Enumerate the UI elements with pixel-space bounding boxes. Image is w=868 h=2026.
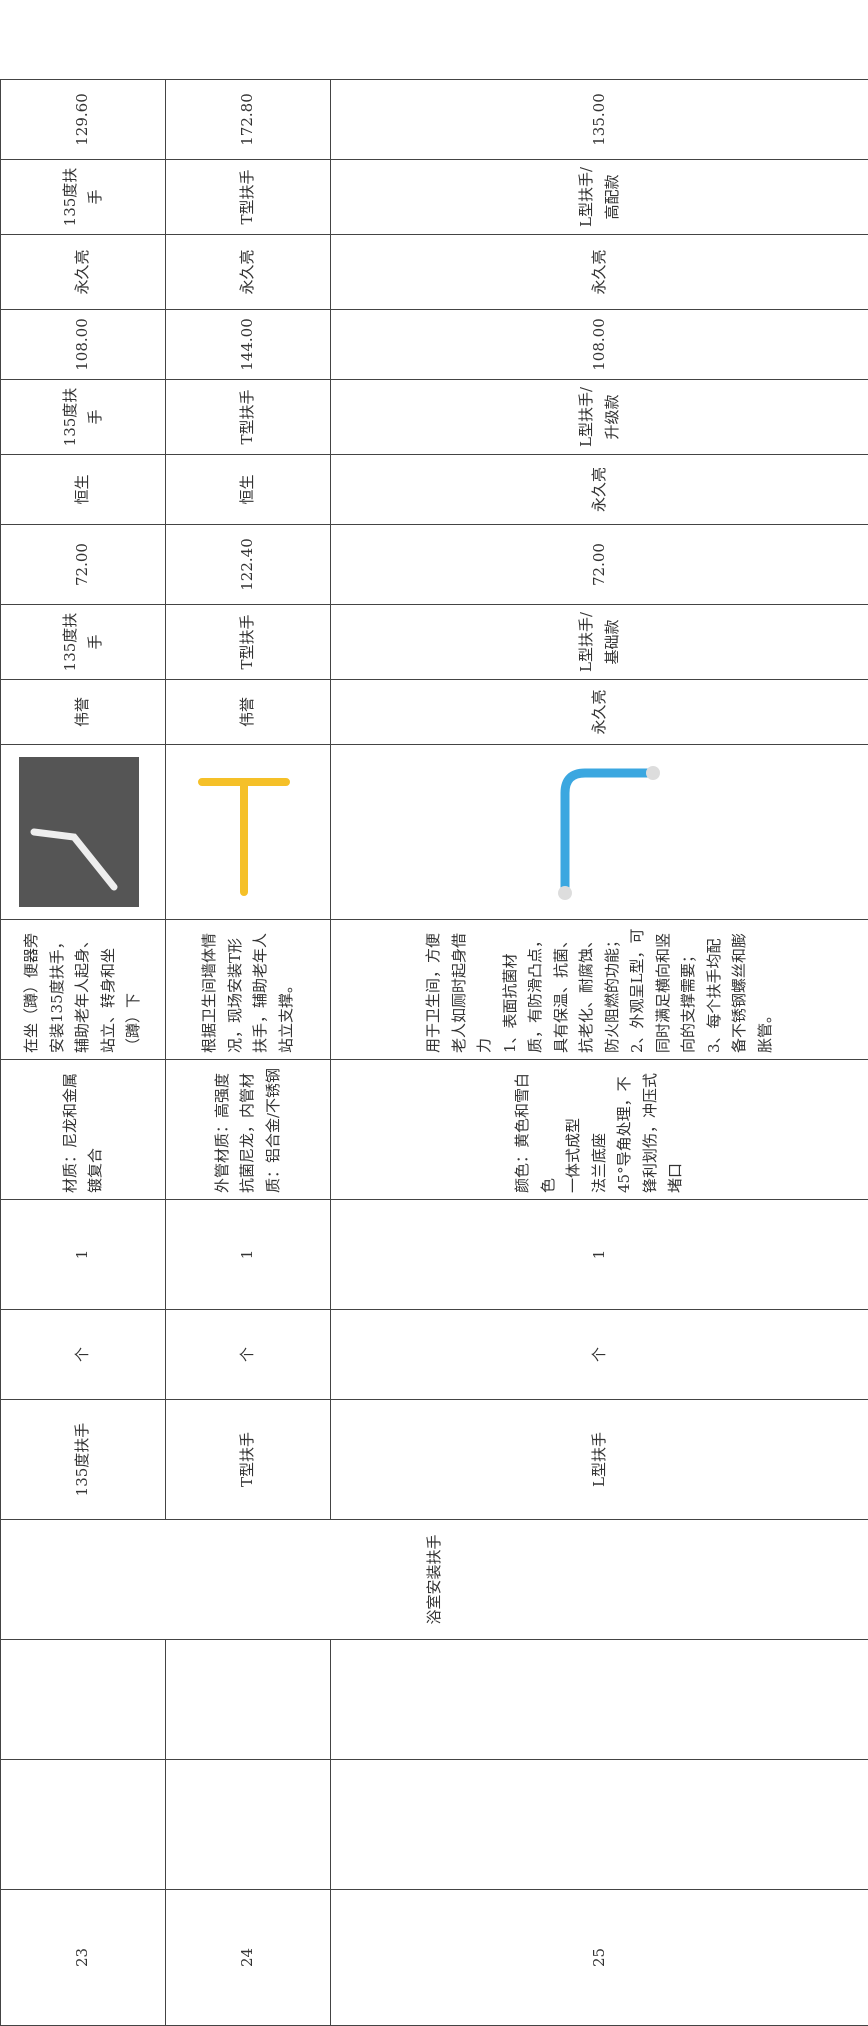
cell-text: 外管材质：高强度抗菌尼龙，内管材质：铝合金/不锈钢 [212, 1067, 282, 1193]
cell-text: 2、外观呈L型，可同时满足横向和竖向的支撑需要； [628, 928, 697, 1053]
cell-text: 法兰底座 [589, 1132, 608, 1193]
table-cell: 颜色：黄色和雪白色 一体式成型 法兰底座 45°导角处理，不锋利划伤，冲压式堵口 [330, 1059, 868, 1200]
table-cell: 永久亮 [0, 234, 166, 310]
table-cell: 永久亮 [330, 454, 868, 525]
table-cell [165, 1639, 331, 1760]
table-cell: 伟誉 [0, 679, 166, 745]
table-cell [165, 1759, 331, 1890]
table-cell: 用于卫生间，方便老人如厕时起身借力 1、表面抗菌材质，有防滑凸点，具有保温、抗菌、… [330, 919, 868, 1060]
table-cell: 浴室安装扶手 [0, 1519, 868, 1640]
table-cell [330, 1759, 868, 1890]
product-image [18, 757, 139, 907]
table-cell: T型扶手 [165, 604, 331, 680]
table-cell: 在坐（蹲）便器旁安装135度扶手，辅助老年人起身、站立、转身和坐（蹲）下 [0, 919, 166, 1060]
table-cell: 永久亮 [165, 234, 331, 310]
table-cell [330, 744, 868, 920]
table-cell: 72.00 [330, 524, 868, 605]
table-cell: 个 [0, 1309, 166, 1400]
table-cell: 个 [330, 1309, 868, 1400]
table-cell: 108.00 [330, 309, 868, 380]
table-cell: 122.40 [165, 524, 331, 605]
table-cell: 108.00 [0, 309, 166, 380]
table-cell: 25 [330, 1889, 868, 2026]
table-cell: 根据卫生间墙体情况，现场安装T形扶手，辅助老年人站立支撑。 [165, 919, 331, 1060]
table-cell: L型扶手 [330, 1399, 868, 1520]
table-row: 25 L型扶手个 1 颜色：黄色和雪白色 一体式成型 法兰底座 45°导角处理，不锋利划伤，… [330, 0, 868, 2026]
table-cell: 135度扶手 [0, 1399, 166, 1520]
cell-text: 颜色：黄色和雪白色 [513, 1072, 557, 1193]
table-cell: L型扶手/升级款 [330, 379, 868, 455]
table-cell: T型扶手 [165, 159, 331, 235]
table-cell: 恒生 [0, 454, 166, 525]
table-cell: 恒生 [165, 454, 331, 525]
table-cell: 1 [330, 1199, 868, 1310]
table-cell: 1 [0, 1199, 166, 1310]
cell-text: 根据卫生间墙体情况，现场安装T形扶手，辅助老年人站立支撑。 [200, 932, 295, 1053]
table-cell: 135度扶手 [0, 159, 166, 235]
cell-text: 一体式成型 [564, 1117, 583, 1193]
cell-text: 材质：尼龙和金属镀复合 [60, 1072, 105, 1193]
table-cell [165, 744, 331, 920]
product-image [197, 778, 290, 896]
table-cell: L型扶手/高配款 [330, 159, 868, 235]
table-cell: 135.00 [330, 79, 868, 160]
cell-text: 用于卫生间，方便老人如厕时起身借力 [424, 932, 493, 1053]
table-cell [330, 1639, 868, 1760]
product-image [558, 766, 661, 900]
table-cell [0, 1759, 166, 1890]
table-cell: T型扶手 [165, 379, 331, 455]
table-cell: 24 [165, 1889, 331, 2026]
table-row: 24 T型扶手个 1 外管材质：高强度抗菌尼龙，内管材质：铝合金/不锈钢 根据卫生间墙体… [165, 0, 331, 2026]
table-cell: 个 [165, 1309, 331, 1400]
table-cell: 永久亮 [330, 234, 868, 310]
table-cell [0, 744, 166, 920]
table-cell: 1 [165, 1199, 331, 1310]
cell-text: 在坐（蹲）便器旁安装135度扶手，辅助老年人起身、站立、转身和坐（蹲）下 [22, 932, 143, 1053]
table-cell: 材质：尼龙和金属镀复合 [0, 1059, 166, 1200]
table-cell: 135度扶手 [0, 379, 166, 455]
table-cell: 永久亮 [330, 679, 868, 745]
table-cell: 外管材质：高强度抗菌尼龙，内管材质：铝合金/不锈钢 [165, 1059, 331, 1200]
table-cell: 129.60 [0, 79, 166, 160]
table-cell: T型扶手 [165, 1399, 331, 1520]
table-cell: 144.00 [165, 309, 331, 380]
table-cell: L型扶手/基础款 [330, 604, 868, 680]
cell-text: 1、表面抗菌材质，有防滑凸点，具有保温、抗菌、抗老化、耐腐蚀、防火阻燃的功能； [500, 932, 621, 1053]
cell-text: 45°导角处理，不锋利划伤，冲压式堵口 [615, 1072, 685, 1193]
table-cell: 伟誉 [165, 679, 331, 745]
cell-text: 3、每个扶手均配备不锈钢螺丝和膨胀管。 [704, 932, 774, 1053]
table-cell: 23 [0, 1889, 166, 2026]
table-cell: 135度扶手 [0, 604, 166, 680]
table-cell: 72.00 [0, 524, 166, 605]
table-cell: 172.80 [165, 79, 331, 160]
table-cell [0, 1639, 166, 1760]
